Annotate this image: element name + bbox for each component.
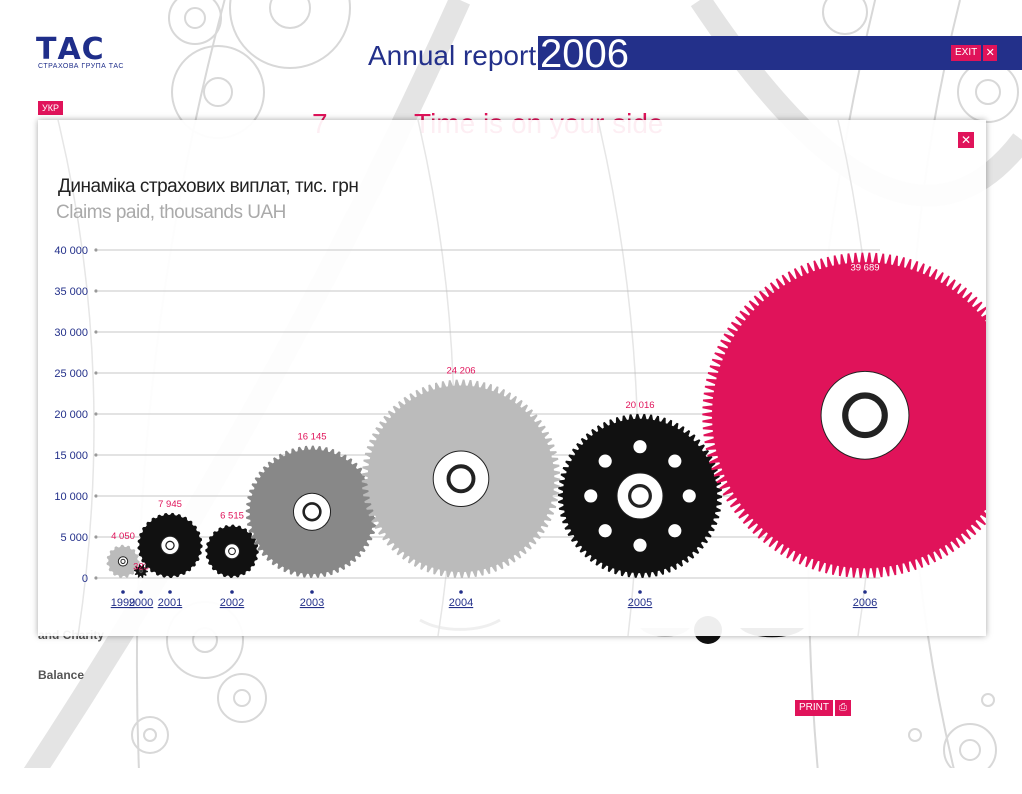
chart-popup: 0 5 000 10 000 15 000 20 000 25 000 30 000 35 0… — [38, 120, 986, 636]
popup-close-button[interactable]: ✕ — [958, 132, 974, 148]
y-tick-dot — [94, 576, 98, 580]
value-label-2003: 16 145 — [297, 432, 326, 443]
exit-button[interactable]: EXIT ✕ — [951, 45, 998, 61]
x-tick-dot — [121, 590, 125, 594]
gear-axle-1999 — [120, 558, 126, 564]
y-tick-label: 5 000 — [60, 532, 88, 544]
x-tick-dot — [863, 590, 867, 594]
y-tick-label: 35 000 — [54, 286, 88, 298]
header-title: Annual report — [368, 40, 537, 71]
gear-hub-2001 — [160, 535, 180, 556]
gear-axle-2004 — [446, 464, 476, 494]
x-tick-label-2002: 2002 — [220, 597, 244, 609]
x-tick-label-1999: 1999 — [111, 597, 135, 609]
value-label-2001: 7 945 — [158, 499, 182, 510]
y-tick-dot — [94, 494, 98, 498]
gear-hub-2003 — [292, 492, 332, 531]
claims-chart: 0 5 000 10 000 15 000 20 000 25 000 30 000 35 0… — [54, 120, 986, 636]
gear-hole — [633, 538, 647, 552]
footer-band — [0, 768, 1022, 794]
gear-axle-2002 — [228, 547, 236, 556]
chart-title: Динаміка страхових виплат, тис. грн — [58, 176, 359, 197]
x-tick-dot — [459, 590, 463, 594]
background-arc-0 — [57, 120, 95, 636]
gear-hub-2004 — [432, 450, 490, 508]
y-tick-label: 20 000 — [54, 409, 88, 421]
y-tick-label: 0 — [82, 573, 88, 585]
y-tick-dot — [94, 289, 98, 293]
gear-axle-2005 — [628, 483, 652, 508]
gear-hub-2006 — [820, 370, 910, 460]
gear-hole — [584, 489, 598, 503]
gear-hole — [598, 524, 612, 538]
gear-hole — [668, 524, 682, 538]
x-tick-label-2001: 2001 — [158, 597, 182, 609]
x-tick-label-2000: 2000 — [129, 597, 153, 609]
y-tick-dot — [94, 330, 98, 334]
x-tick-dot — [168, 590, 172, 594]
x-tick-dot — [139, 590, 143, 594]
value-label-2005: 20 016 — [625, 400, 654, 411]
y-tick-dot — [94, 371, 98, 375]
print-label: PRINT — [795, 700, 833, 716]
logo-mark-icon — [38, 38, 138, 74]
value-label-2006: 39 689 — [850, 263, 879, 274]
gear-hole — [668, 454, 682, 468]
y-tick-dot — [94, 412, 98, 416]
header-year: 2006 — [540, 32, 629, 76]
gear-hole — [682, 489, 696, 503]
gear-hole — [598, 454, 612, 468]
x-tick-label-2006: 2006 — [853, 597, 877, 609]
x-tick-label-2005: 2005 — [628, 597, 652, 609]
close-icon: ✕ — [983, 45, 998, 61]
y-tick-label: 30 000 — [54, 327, 88, 339]
x-tick-dot — [230, 590, 234, 594]
exit-label: EXIT — [951, 45, 982, 61]
chart-subtitle: Claims paid, thousands UAH — [56, 202, 286, 223]
printer-icon: ⎙ — [835, 700, 851, 716]
gear-hole — [633, 440, 647, 454]
gear-axle-2006 — [842, 392, 888, 439]
value-label-2004: 24 206 — [446, 366, 475, 377]
y-tick-label: 25 000 — [54, 368, 88, 380]
gear-axle-2003 — [302, 502, 322, 522]
y-tick-dot — [94, 535, 98, 539]
gear-hub-1999 — [117, 556, 129, 567]
gear-axle-2001 — [165, 540, 175, 551]
y-tick-label: 10 000 — [54, 491, 88, 503]
y-tick-label: 15 000 — [54, 450, 88, 462]
y-tick-label: 40 000 — [54, 245, 88, 257]
gear-hub-2000 — [138, 568, 144, 574]
x-tick-label-2003: 2003 — [300, 597, 324, 609]
value-label-1999: 4 050 — [111, 531, 135, 542]
logo-subtitle: СТРАХОВА ГРУПА ТАС — [38, 63, 124, 70]
y-tick-dot — [94, 453, 98, 457]
logo[interactable]: ТАС — [36, 32, 105, 67]
print-button[interactable]: PRINT ⎙ — [795, 700, 851, 716]
gear-hub-2005 — [616, 472, 664, 520]
x-tick-label-2004: 2004 — [449, 597, 473, 609]
header-bar — [538, 36, 1022, 70]
x-tick-dot — [638, 590, 642, 594]
gear-axle-2000 — [139, 569, 143, 573]
x-tick-dot — [310, 590, 314, 594]
value-label-2000: 323 — [133, 561, 149, 572]
sidebar-item-balance[interactable]: Balance — [38, 668, 85, 682]
y-tick-dot — [94, 248, 98, 252]
language-switch[interactable]: УКР — [38, 101, 63, 115]
value-label-2002: 6 515 — [220, 511, 244, 522]
gear-hub-2002 — [224, 543, 240, 560]
